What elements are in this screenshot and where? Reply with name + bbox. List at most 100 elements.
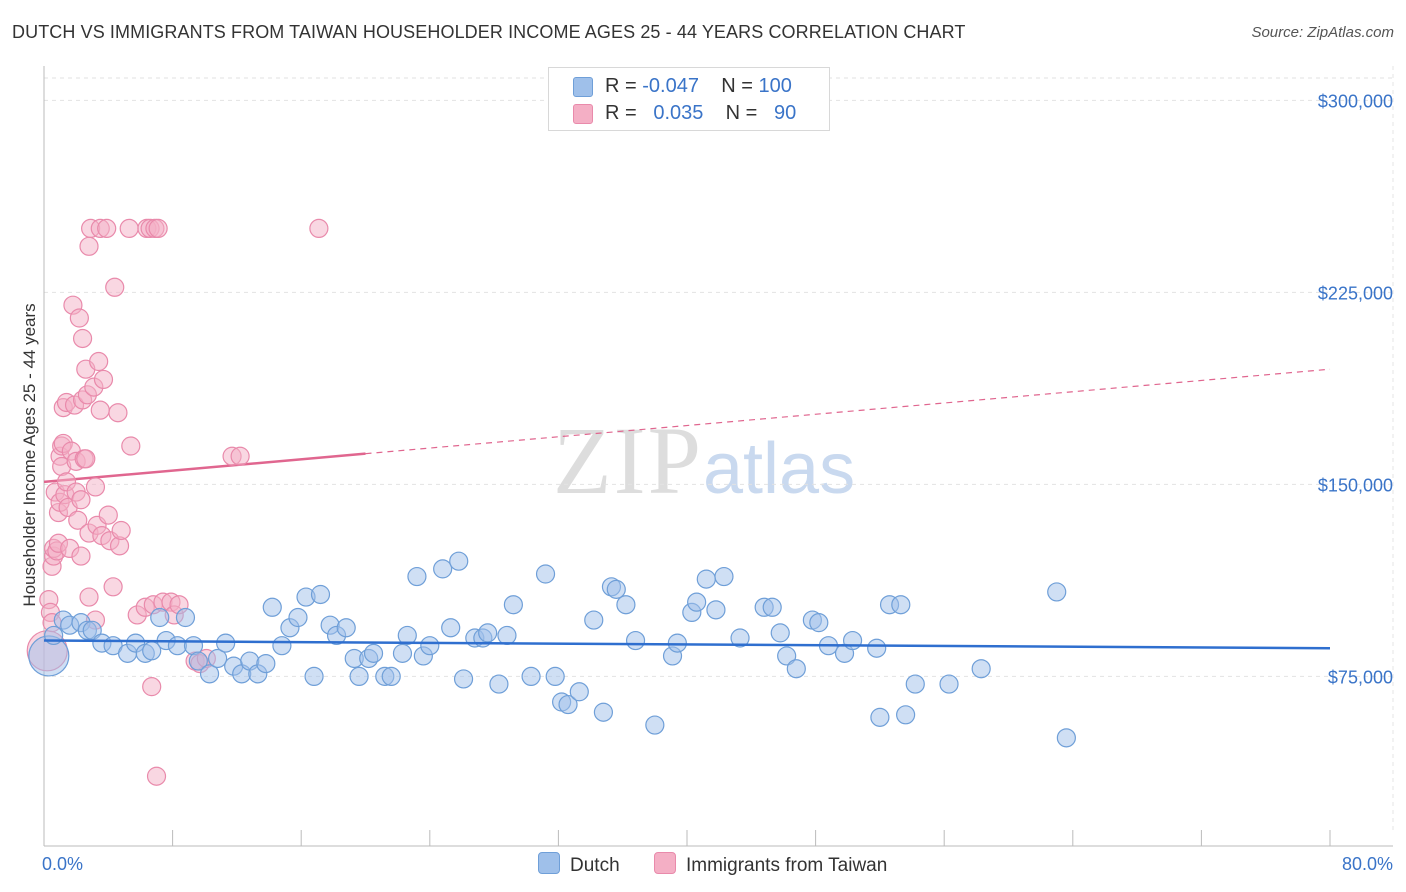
point-dutch xyxy=(786,659,806,679)
point-dutch xyxy=(420,636,440,656)
point-taiwan xyxy=(111,520,131,541)
point-dutch xyxy=(503,595,523,615)
point-dutch xyxy=(208,648,228,669)
legend-n-value: 100 xyxy=(758,75,792,97)
point-dutch xyxy=(842,630,863,651)
watermark-atlas: atlas xyxy=(703,429,856,509)
point-dutch xyxy=(535,564,556,584)
point-dutch xyxy=(593,702,614,722)
point-dutch xyxy=(625,630,646,651)
point-dutch xyxy=(770,623,790,643)
point-taiwan xyxy=(89,351,109,372)
point-taiwan xyxy=(93,369,114,390)
point-dutch xyxy=(392,643,413,663)
point-dutch xyxy=(336,618,356,638)
point-dutch xyxy=(397,625,417,646)
y-tick-labels: $75,000 $150,000 $225,000 $300,000 xyxy=(1318,91,1393,687)
legend-text-taiwan: R = 0.035 N = 90 xyxy=(605,102,796,125)
point-taiwan xyxy=(121,436,141,456)
point-dutch xyxy=(441,618,461,638)
point-dutch xyxy=(606,579,626,599)
trend-line-taiwan xyxy=(43,368,1331,484)
point-dutch xyxy=(971,659,991,679)
legend-swatch-taiwan xyxy=(573,104,593,124)
y-tick-label: $300,000 xyxy=(1318,91,1393,111)
point-dutch xyxy=(381,666,401,687)
legend-r-value: -0.047 xyxy=(642,75,699,97)
point-dutch xyxy=(82,620,102,640)
bottom-legend-swatch-taiwan xyxy=(654,852,676,874)
legend-n-value: 90 xyxy=(774,102,797,124)
point-taiwan xyxy=(71,546,91,566)
legend-text-dutch: R = -0.047 N = 100 xyxy=(605,75,792,98)
point-dutch xyxy=(521,666,541,687)
point-dutch xyxy=(714,566,734,587)
grid-lines xyxy=(44,66,1394,830)
point-dutch xyxy=(150,607,170,628)
point-dutch xyxy=(1047,582,1067,602)
legend-r-label: R = xyxy=(605,75,637,97)
y-tick-label: $225,000 xyxy=(1318,283,1393,303)
point-taiwan xyxy=(230,446,250,466)
point-dutch xyxy=(489,674,509,694)
point-dutch xyxy=(453,669,474,689)
point-dutch xyxy=(584,610,604,630)
axes xyxy=(43,66,1393,847)
point-dutch xyxy=(449,551,469,571)
point-dutch xyxy=(545,666,565,687)
point-taiwan xyxy=(68,510,88,530)
watermark: ZIPatlas xyxy=(553,405,855,516)
point-dutch xyxy=(939,674,959,694)
point-dutch xyxy=(809,613,829,633)
point-dutch xyxy=(167,636,188,656)
point-dutch xyxy=(616,595,636,615)
legend-r-value: 0.035 xyxy=(653,102,704,124)
legend-box: R = -0.047 N = 100 R = 0.035 N = 90 xyxy=(548,67,830,131)
point-dutch xyxy=(363,643,384,663)
point-dutch xyxy=(891,595,911,615)
point-dutch xyxy=(272,636,292,656)
point-dutch xyxy=(433,559,453,579)
point-dutch xyxy=(1056,728,1076,748)
points-dutch xyxy=(28,551,1076,748)
point-dutch xyxy=(762,597,782,617)
x-tick-labels: 0.0% 80.0% xyxy=(42,854,1393,874)
point-taiwan xyxy=(148,218,168,238)
point-dutch xyxy=(262,597,282,617)
point-dutch xyxy=(478,623,498,643)
point-taiwan xyxy=(103,577,123,597)
point-dutch xyxy=(216,633,236,653)
y-tick-label: $150,000 xyxy=(1318,475,1393,495)
point-dutch xyxy=(870,707,890,727)
x-tick-label: 80.0% xyxy=(1342,854,1393,874)
y-tick-label: $75,000 xyxy=(1328,667,1393,687)
point-dutch xyxy=(349,666,369,687)
bottom-legend-label-taiwan: Immigrants from Taiwan xyxy=(686,855,888,876)
points-taiwan xyxy=(26,218,329,786)
point-dutch xyxy=(310,584,331,605)
point-dutch xyxy=(896,705,916,725)
bottom-legend-dutch: Dutch xyxy=(538,852,620,877)
point-taiwan xyxy=(90,400,110,420)
bottom-legend-swatch-dutch xyxy=(538,852,560,874)
point-dutch xyxy=(497,625,517,646)
point-dutch xyxy=(199,664,220,684)
point-taiwan xyxy=(108,403,128,423)
point-dutch xyxy=(304,666,324,687)
point-taiwan xyxy=(119,218,139,238)
point-dutch xyxy=(730,628,750,648)
point-dutch xyxy=(288,607,308,628)
point-dutch xyxy=(256,653,276,674)
chart-title: DUTCH VS IMMIGRANTS FROM TAIWAN HOUSEHOL… xyxy=(12,22,966,42)
point-taiwan xyxy=(79,236,99,256)
point-dutch xyxy=(706,600,726,620)
point-taiwan xyxy=(76,449,96,469)
point-taiwan xyxy=(309,218,329,238)
point-dutch xyxy=(188,651,208,671)
point-dutch xyxy=(569,682,589,702)
legend-n-label: N = xyxy=(725,102,758,124)
source-note: Source: ZipAtlas.com xyxy=(1251,24,1394,41)
point-taiwan xyxy=(142,677,162,697)
watermark-zip: ZIP xyxy=(553,407,703,514)
